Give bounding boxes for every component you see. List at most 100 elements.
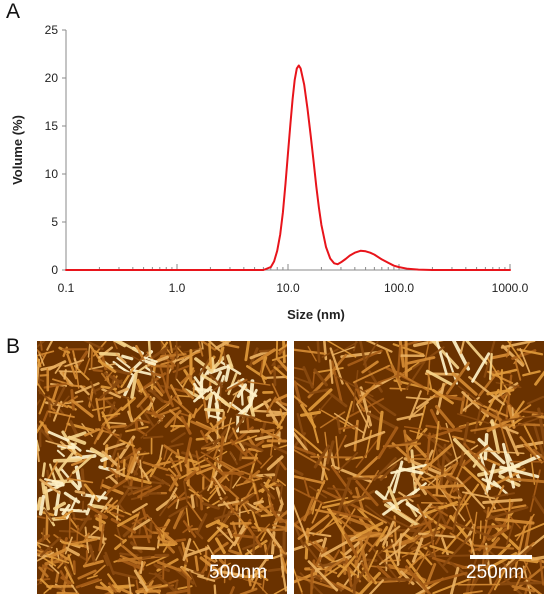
fibril [355,388,381,415]
fibril [193,385,212,403]
fibril [382,442,422,448]
fibril [38,494,46,516]
fibril [335,451,359,474]
fibril [239,587,258,594]
fibril [523,444,538,459]
fibril [146,491,162,495]
fibril [153,563,171,573]
fibril [46,341,54,351]
fibril [195,513,208,535]
fibril [405,360,426,390]
fibril [342,400,353,432]
fibril [96,396,114,402]
fibril [211,380,226,392]
fibril [254,569,268,576]
fibril [253,500,264,506]
fibril [471,352,491,383]
fibril [59,553,70,561]
fibril [199,556,223,576]
fibril [166,589,189,594]
fibril [151,346,169,359]
fibril [427,425,466,440]
fibril [158,537,175,545]
fibril [485,485,505,522]
fibril [279,484,284,500]
fibril [121,396,136,411]
fibril [430,341,460,370]
fibril [37,439,40,452]
fibril [217,359,242,375]
fibril [333,412,365,434]
fibril [462,491,496,500]
fibril [328,359,334,385]
fibril [219,397,231,408]
fibril [214,402,220,422]
fibril [125,453,138,480]
fibril [294,431,309,452]
fibril [140,420,160,439]
fibril [246,417,250,431]
fibril [417,532,456,539]
fibril [313,444,330,469]
fibril [294,380,310,394]
fibril [117,486,131,506]
fibril [41,527,45,543]
fibril [37,421,44,434]
fibril [452,498,462,533]
fibril [214,370,223,383]
fibril [38,396,47,415]
fibril [459,341,465,355]
fibril [127,396,132,418]
fibril [498,453,542,475]
fibril [236,403,252,418]
fibril [260,428,275,434]
fibril [451,372,478,396]
fibril [312,368,316,387]
fibril [59,509,74,520]
fibril [486,388,515,396]
fibril [159,366,169,393]
fibril [449,532,473,547]
fibril [462,590,483,594]
fibril [419,484,465,490]
fibril [102,429,116,446]
fibril [216,521,229,529]
fibril [330,509,372,521]
fibril [411,401,429,416]
fibril [53,465,66,485]
fibril [252,568,269,582]
fibril [42,410,49,422]
fibril [227,372,238,396]
fibril [507,498,511,530]
fibril [87,503,108,510]
fibril [219,570,245,577]
x-axis-label: Size (nm) [287,307,345,322]
fibril [326,341,357,358]
y-tick-label: 15 [45,119,59,133]
afm-texture-left [37,341,287,594]
fibril [77,569,97,580]
fibril [224,417,232,443]
size-distribution-chart: 0 5 10 15 20 25 0.1 1.0 10.0 100.0 1000.0 Size (n… [10,23,529,322]
fibril [182,480,188,503]
fibril [92,368,103,373]
fibril [294,366,306,371]
fibril [97,491,107,503]
fibril [226,354,234,369]
fibril [324,431,329,457]
fibril [242,541,260,551]
fibril [147,396,156,411]
fibril [522,370,541,377]
fibril [89,447,105,458]
fibril [121,354,134,361]
fibril [105,442,126,451]
fibril [228,549,243,556]
fibril [509,477,544,484]
fibril [144,359,157,366]
fibril [362,341,380,366]
fibril [107,401,116,418]
fibril [39,578,52,590]
fibril [54,490,61,517]
fibril [106,477,129,493]
fibril [270,444,287,455]
